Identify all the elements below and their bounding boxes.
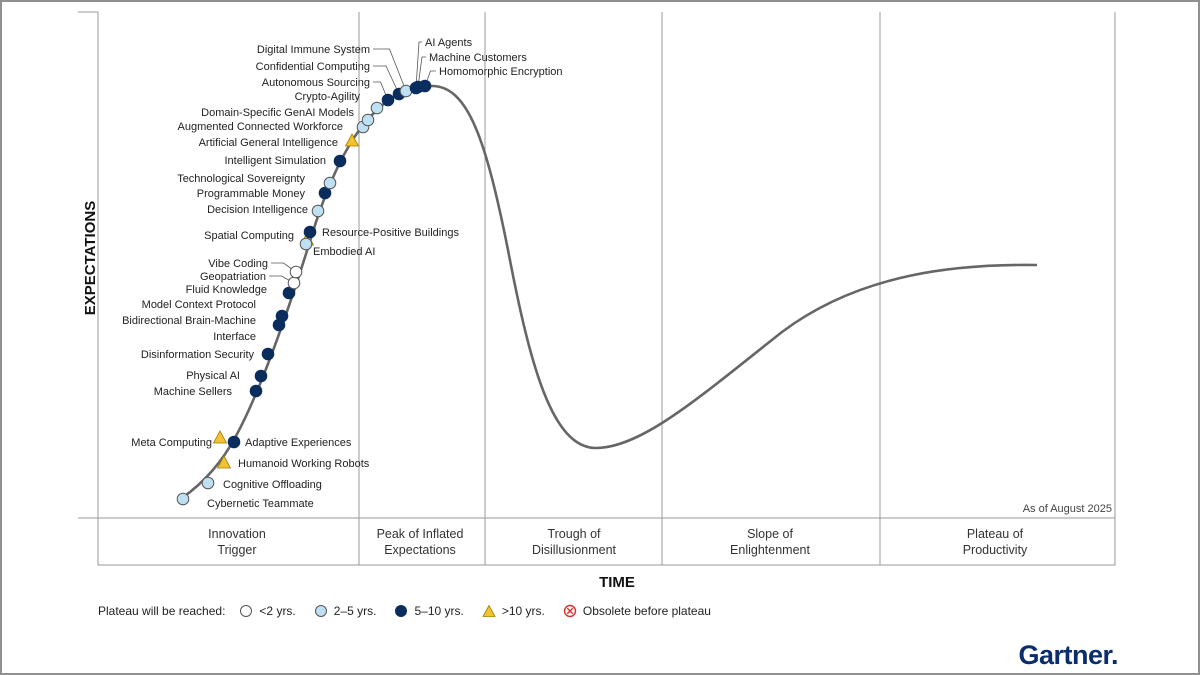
y-axis-title: EXPECTATIONS — [82, 201, 99, 315]
label-programmable-money: Programmable Money — [197, 188, 306, 200]
marker-decision-intelligence — [311, 204, 325, 218]
label-digital-immune-system: Digital Immune System — [257, 44, 370, 56]
phase-label-4-line-2: Enlightenment — [730, 543, 810, 557]
marker-domain-specific-genai-models — [361, 113, 375, 127]
label-embodied-ai: Embodied AI — [313, 246, 375, 258]
legend-label-2to5: 2–5 yrs. — [333, 604, 377, 618]
marker-crypto-agility — [370, 101, 384, 115]
phase-label-3-line-1: Trough of — [547, 527, 601, 541]
label-machine-customers: Machine Customers — [429, 52, 527, 64]
marker-model-context-protocol — [275, 309, 289, 323]
phase-label-1-line-1: Innovation — [208, 527, 266, 541]
marker-geopatriation — [287, 276, 301, 290]
label-crypto-agility: Crypto-Agility — [295, 91, 361, 103]
marker-spatial-computing — [299, 237, 313, 251]
marker-adaptive-experiences — [227, 435, 241, 449]
label-technological-sovereignty: Technological Sovereignty — [177, 173, 305, 185]
leader-machine-customers — [417, 56, 426, 88]
label-fluid-knowledge: Fluid Knowledge — [186, 284, 267, 296]
label-humanoid-working-robots: Humanoid Working Robots — [238, 458, 370, 470]
light-blue-circle-icon — [314, 604, 328, 618]
marker-homomorphic-encryption — [418, 79, 432, 93]
label-machine-sellers: Machine Sellers — [154, 386, 233, 398]
legend-item-obsolete: Obsolete before plateau — [563, 604, 711, 618]
white-circle-icon — [239, 604, 253, 618]
legend-label-5to10: 5–10 yrs. — [414, 604, 464, 618]
label-spatial-computing: Spatial Computing — [204, 230, 294, 242]
label-decision-intelligence: Decision Intelligence — [207, 204, 308, 216]
leader-autonomous-sourcing — [373, 81, 389, 101]
leader-ai-agents — [415, 41, 422, 89]
phase-label-5-line-1: Plateau of — [967, 527, 1024, 541]
label-model-context-protocol: Model Context Protocol — [142, 299, 256, 311]
marker-vibe-coding — [289, 265, 303, 279]
obsolete-x-circle-icon — [563, 604, 577, 618]
marker-cognitive-offloading — [201, 476, 215, 490]
label-resource-positive-buildings: Resource-Positive Buildings — [322, 227, 459, 239]
legend-label-obsolete: Obsolete before plateau — [582, 604, 711, 618]
gartner-logo: Gartner. — [1018, 640, 1118, 670]
x-axis-title: TIME — [599, 574, 635, 591]
technology-markers — [176, 79, 432, 506]
label-artificial-general-intelligence: Artificial General Intelligence — [199, 137, 338, 149]
marker-artificial-general-intelligence — [344, 133, 360, 147]
hype-cycle-chart: Cybernetic Teammate Cognitive Offloading H… — [78, 11, 1116, 591]
dark-blue-circle-icon — [394, 604, 408, 618]
label-adaptive-experiences: Adaptive Experiences — [245, 437, 352, 449]
label-homomorphic-encryption: Homomorphic Encryption — [439, 66, 563, 78]
label-geopatriation: Geopatriation — [200, 271, 266, 283]
legend-item-5to10: 5–10 yrs. — [394, 604, 464, 618]
phase-label-2-line-1: Peak of Inflated — [377, 527, 464, 541]
label-meta-computing: Meta Computing — [131, 437, 212, 449]
label-cognitive-offloading: Cognitive Offloading — [223, 479, 322, 491]
legend-item-gt10: >10 yrs. — [482, 604, 545, 618]
legend-item-lt2: <2 yrs. — [239, 604, 296, 618]
label-vibe-coding: Vibe Coding — [208, 258, 268, 270]
marker-cybernetic-teammate — [176, 492, 190, 506]
marker-fluid-knowledge — [282, 286, 296, 300]
legend-item-2to5: 2–5 yrs. — [314, 604, 377, 618]
marker-intelligent-simulation — [333, 154, 347, 168]
marker-disinformation-security — [261, 347, 275, 361]
label-autonomous-sourcing: Autonomous Sourcing — [262, 77, 370, 89]
label-bidirectional-brain-machine-interface-line-1: Bidirectional Brain-Machine — [122, 315, 256, 327]
label-disinformation-security: Disinformation Security — [141, 349, 255, 361]
phase-label-4-line-1: Slope of — [747, 527, 793, 541]
as-of-date: As of August 2025 — [1023, 503, 1112, 515]
hype-curve — [181, 84, 1038, 500]
phase-label-1-line-2: Trigger — [217, 543, 256, 557]
label-intelligent-simulation: Intelligent Simulation — [224, 155, 326, 167]
marker-technological-sovereignty — [323, 176, 337, 190]
label-bidirectional-brain-machine-interface-line-2: Interface — [213, 331, 256, 343]
yellow-triangle-icon — [482, 604, 496, 618]
phase-label-3-line-2: Disillusionment — [532, 543, 617, 557]
marker-machine-sellers — [249, 384, 263, 398]
label-ai-agents: AI Agents — [425, 37, 473, 49]
technology-labels: Cybernetic Teammate Cognitive Offloading H… — [122, 37, 562, 510]
phase-labels: Innovation Trigger Peak of Inflated Expecta… — [208, 527, 1028, 557]
marker-resource-positive-buildings — [303, 225, 317, 239]
phase-label-5-line-2: Productivity — [963, 543, 1028, 557]
marker-programmable-money — [318, 186, 332, 200]
label-cybernetic-teammate: Cybernetic Teammate — [207, 498, 314, 510]
chart-grid-lines — [78, 11, 1116, 566]
marker-meta-computing — [212, 430, 228, 444]
leader-digital-immune-system — [373, 48, 407, 92]
legend-lead-text: Plateau will be reached: — [98, 604, 226, 618]
label-physical-ai: Physical AI — [186, 370, 240, 382]
legend-label-gt10: >10 yrs. — [501, 604, 545, 618]
marker-physical-ai — [254, 369, 268, 383]
marker-humanoid-working-robots — [216, 455, 232, 469]
chart-frame — [97, 12, 1116, 566]
legend-label-lt2: <2 yrs. — [259, 604, 296, 618]
leader-confidential-computing — [373, 65, 400, 95]
legend: Plateau will be reached: <2 yrs. 2–5 yrs… — [98, 602, 729, 620]
marker-autonomous-sourcing — [381, 93, 395, 107]
label-domain-specific-genai-models: Domain-Specific GenAI Models — [201, 107, 354, 119]
phase-label-2-line-2: Expectations — [384, 543, 456, 557]
label-confidential-computing: Confidential Computing — [256, 61, 370, 73]
label-augmented-connected-workforce: Augmented Connected Workforce — [178, 121, 344, 133]
